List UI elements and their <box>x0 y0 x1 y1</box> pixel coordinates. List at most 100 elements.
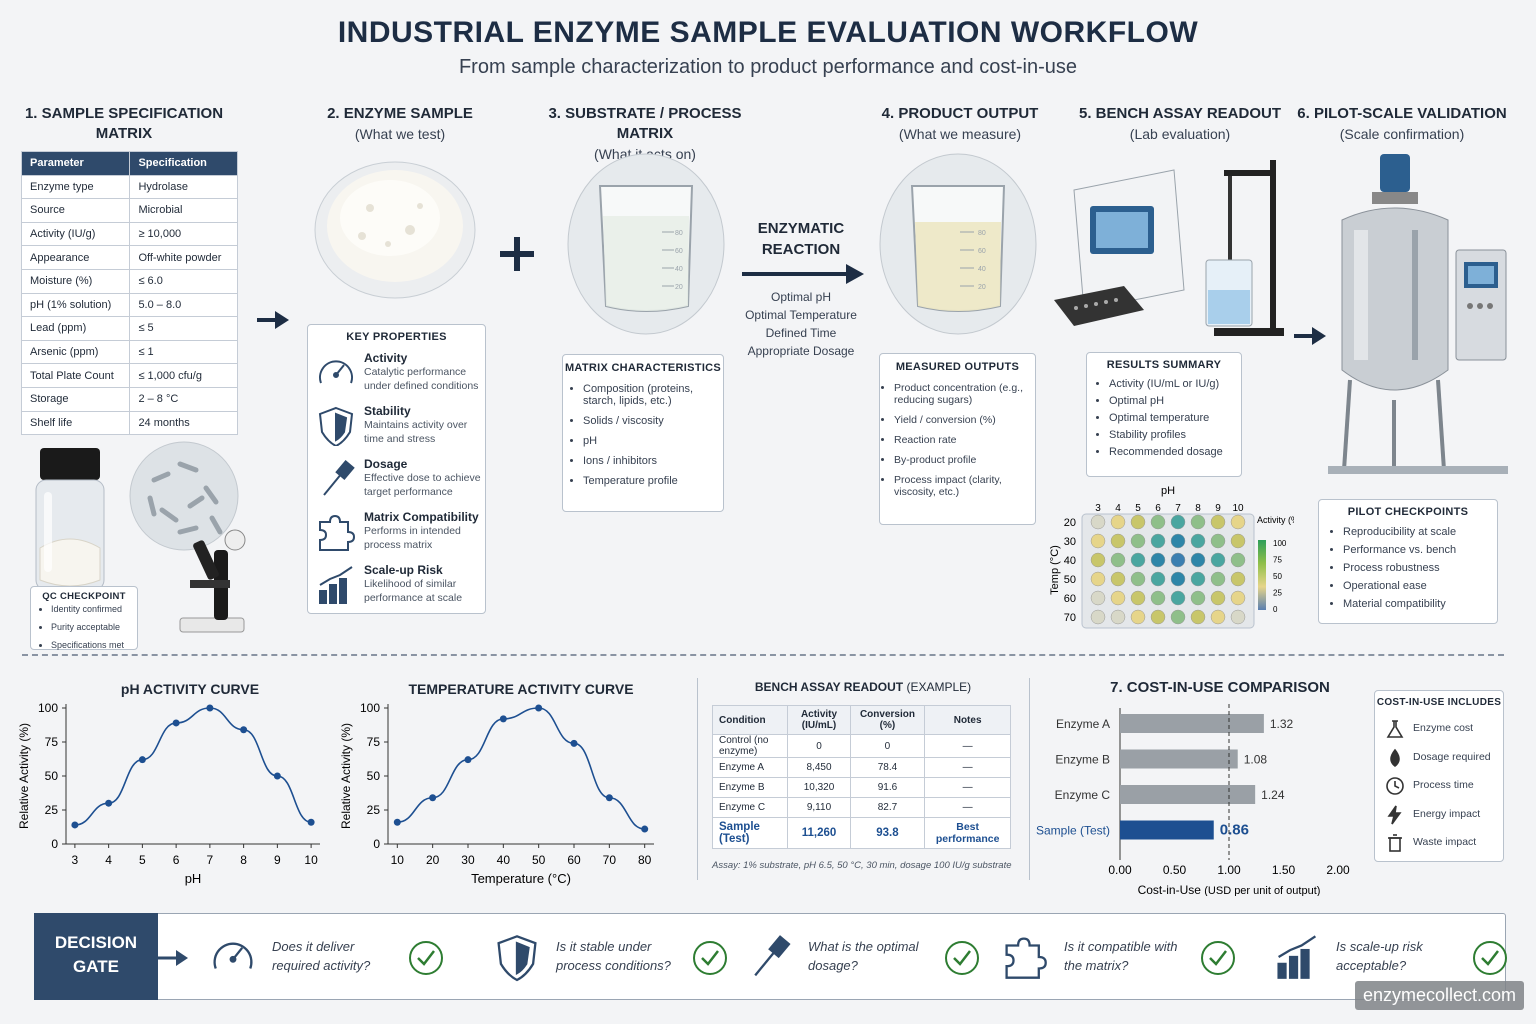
assay-row: Control (no enzyme) 0 0— <box>711 734 1011 758</box>
data-point <box>499 715 507 723</box>
decision-gate-label: DECISION GATE <box>34 913 158 1000</box>
plate-ph-tick: 6 <box>1155 503 1161 514</box>
cost-includes-title: COST-IN-USE INCLUDES <box>1376 697 1502 708</box>
spec-header-specification: Specification <box>129 151 238 176</box>
data-point <box>641 825 649 833</box>
assay-cell: — <box>924 777 1011 798</box>
cost-category-label: Enzyme B <box>1055 753 1110 767</box>
cost-x-tick-label: 1.50 <box>1272 863 1296 877</box>
plate-well <box>1190 571 1206 587</box>
cost-value-label: 1.24 <box>1261 788 1285 802</box>
check-icon <box>693 941 727 975</box>
product-beaker-tick-20: 20 <box>978 284 986 291</box>
plate-well <box>1170 590 1186 606</box>
substrate-beaker-tick-80: 80 <box>675 230 683 237</box>
cost-x-tick-label: 0.00 <box>1108 863 1132 877</box>
plate-well <box>1230 590 1246 606</box>
plate-ph-tick: 7 <box>1175 503 1181 514</box>
product-beaker-icon: 80 60 40 20 <box>879 153 1037 335</box>
plus-icon <box>500 237 534 271</box>
gate-question: Does it deliver required activity? <box>272 939 371 973</box>
watermark: enzymecollect.com <box>1354 981 1524 1010</box>
key-property-desc: Likelihood of similar performance at sca… <box>364 578 463 604</box>
plate-well <box>1150 533 1166 549</box>
cost-x-axis-label-main: Cost-in-Use <box>1138 883 1205 896</box>
plate-well <box>1130 609 1146 625</box>
data-point <box>273 772 281 780</box>
key-property-name: Dosage <box>364 457 408 471</box>
plate-well <box>1110 609 1126 625</box>
product-beaker-tick-80: 80 <box>978 230 986 237</box>
output-item: By-product profile <box>894 454 1035 466</box>
matrix-title: MATRIX CHARACTERISTICS <box>564 362 722 374</box>
reaction-condition: Optimal Temperature <box>745 308 857 322</box>
assay-cell: 82.7 <box>849 797 926 818</box>
cost-x-tick-label: 1.00 <box>1217 863 1241 877</box>
spec-value: ≤ 1,000 cfu/g <box>129 363 238 388</box>
plate-well <box>1090 514 1106 530</box>
plate-well <box>1210 571 1226 587</box>
plate-well <box>1110 571 1126 587</box>
drop-icon <box>1390 748 1400 767</box>
gauge-icon <box>319 360 353 384</box>
measured-outputs-box: MEASURED OUTPUTS Product concentration (… <box>879 353 1036 525</box>
qc-item: Identity confirmed <box>51 604 137 614</box>
cost-x-axis-label-unit: (USD per unit of output) <box>1204 885 1320 896</box>
matrix-item: Temperature profile <box>583 475 723 487</box>
assay-table: Condition Activity (IU/mL) Conversion (%… <box>711 705 1011 849</box>
spec-table: Parameter Specification Enzyme type Hydro… <box>20 151 238 436</box>
bioreactor-icon <box>1328 154 1508 474</box>
assay-row: Enzyme A 8,450 78.4— <box>711 757 1011 778</box>
ph-chart-title: pH ACTIVITY CURVE <box>120 681 260 697</box>
spec-parameter: Appearance <box>20 245 131 270</box>
plate-temp-tick: 30 <box>1064 536 1076 548</box>
x-axis-label: pH <box>185 871 202 886</box>
gate-shield-icon <box>497 935 537 982</box>
plate-well <box>1190 552 1206 568</box>
x-tick-label: 60 <box>567 853 581 867</box>
step-1-title-2: MATRIX <box>95 125 153 142</box>
plate-legend-tick: 75 <box>1273 556 1282 565</box>
plate-well <box>1130 514 1146 530</box>
output-item: Reaction rate <box>894 434 1035 446</box>
plate-well <box>1190 533 1206 549</box>
plate-well <box>1090 590 1106 606</box>
y-tick-label: 25 <box>45 803 59 817</box>
key-property-item: Dosage Effective dose to achieve target p… <box>316 457 486 503</box>
reaction-condition: Defined Time <box>765 326 837 340</box>
plate-temp-tick: 40 <box>1064 555 1076 567</box>
y-tick-label: 100 <box>38 701 58 715</box>
temp-activity-chart: 0 25 50 75 100 10 20 30 40 50 60 70 80 Temperature (°… <box>339 701 654 886</box>
flow-arrow-2 <box>1294 327 1326 345</box>
reaction-condition: Appropriate Dosage <box>747 344 855 358</box>
plate-well <box>1150 590 1166 606</box>
pilot-item: Reproducibility at scale <box>1343 526 1497 538</box>
substrate-beaker-icon: 80 60 40 20 <box>567 153 725 335</box>
plate-ph-tick: 10 <box>1232 503 1244 514</box>
gate-arrow <box>138 950 188 966</box>
output-item: Process impact (clarity, viscosity, etc.… <box>894 474 1035 498</box>
data-point <box>393 818 401 826</box>
step-2-heading: 2. ENZYME SAMPLE (What we test) <box>300 104 500 144</box>
gate-bar-chart-icon <box>1277 935 1317 979</box>
assay-cell: — <box>924 757 1011 778</box>
plate-well <box>1090 552 1106 568</box>
step-3-title: 3. SUBSTRATE / PROCESS MATRIX <box>548 105 742 142</box>
bench-analyzer-illustration <box>1054 160 1284 336</box>
plate-well <box>1210 533 1226 549</box>
pilot-item: Material compatibility <box>1343 598 1497 610</box>
outputs-list: Product concentration (e.g., reducing su… <box>880 382 1035 498</box>
plate-well <box>1170 609 1186 625</box>
spec-row: Arsenic (ppm) ≤ 1 <box>20 339 238 365</box>
x-tick-label: 50 <box>532 853 546 867</box>
spec-parameter: Lead (ppm) <box>20 316 131 341</box>
spec-header-parameter: Parameter <box>20 151 131 176</box>
plate-frame <box>1081 513 1255 629</box>
substrate-beaker-tick-20: 20 <box>675 284 683 291</box>
data-point <box>206 704 214 712</box>
gate-dropper-icon <box>754 935 791 977</box>
spec-value: Hydrolase <box>129 174 238 200</box>
plate-well <box>1110 533 1126 549</box>
pilot-item: Operational ease <box>1343 580 1497 592</box>
assay-footnote: Assay: 1% substrate, pH 6.5, 50 °C, 30 m… <box>712 860 1012 871</box>
